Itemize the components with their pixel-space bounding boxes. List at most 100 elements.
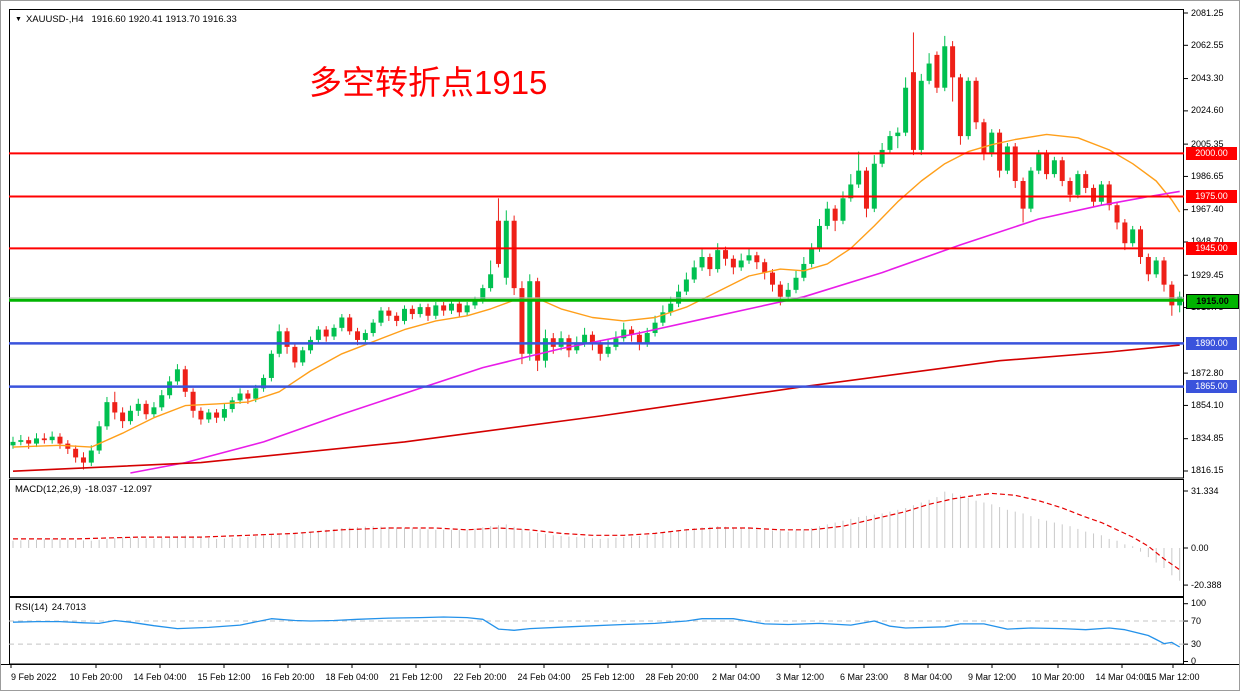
candle-body bbox=[997, 132, 1003, 171]
candle-body bbox=[18, 440, 24, 442]
candle-body bbox=[542, 338, 548, 361]
candle-body bbox=[644, 333, 650, 344]
candle-body bbox=[1004, 146, 1010, 171]
candle-body bbox=[73, 448, 79, 458]
candle-body bbox=[668, 303, 674, 313]
candle-body bbox=[629, 329, 635, 335]
candle-body bbox=[120, 412, 126, 422]
candle-body bbox=[96, 426, 102, 451]
candle-body bbox=[989, 132, 995, 154]
candle-body bbox=[331, 327, 337, 337]
candle-body bbox=[605, 346, 611, 354]
candle-body bbox=[49, 436, 55, 441]
candle-body bbox=[214, 412, 220, 418]
candle-body bbox=[151, 407, 157, 415]
candle-body bbox=[1028, 170, 1034, 209]
candle-body bbox=[1153, 260, 1159, 275]
candle-body bbox=[456, 303, 462, 313]
candle-body bbox=[582, 334, 588, 344]
candle-body bbox=[1145, 257, 1151, 275]
candle-body bbox=[863, 170, 869, 209]
candle-body bbox=[104, 402, 110, 427]
candle-body bbox=[754, 255, 760, 263]
candle-body bbox=[143, 403, 149, 415]
candle-body bbox=[1012, 146, 1018, 182]
candle-body bbox=[981, 122, 987, 154]
candle-body bbox=[957, 77, 963, 137]
candle-body bbox=[738, 260, 744, 268]
candle-body bbox=[1044, 153, 1050, 175]
candle-body bbox=[448, 303, 454, 311]
candle-body bbox=[472, 300, 478, 306]
candle-body bbox=[903, 87, 909, 133]
candle-body bbox=[809, 248, 815, 264]
candle-body bbox=[1059, 160, 1065, 182]
candle-body bbox=[1075, 174, 1081, 195]
candle-body bbox=[950, 46, 956, 78]
candle-body bbox=[292, 346, 298, 363]
candle-body bbox=[206, 412, 212, 420]
candle-body bbox=[135, 403, 141, 411]
candle-body bbox=[339, 317, 345, 328]
candle-body bbox=[190, 391, 196, 411]
candle-body bbox=[926, 63, 932, 81]
candle-body bbox=[746, 255, 752, 261]
candle-body bbox=[683, 279, 689, 292]
candle-body bbox=[1106, 184, 1112, 206]
candle-body bbox=[33, 438, 39, 444]
candle-body bbox=[1098, 184, 1104, 202]
candle-body bbox=[88, 450, 94, 463]
candle-body bbox=[495, 220, 501, 264]
candle-body bbox=[910, 72, 916, 150]
rsi-line bbox=[12, 616, 1181, 648]
rsi-panel-border bbox=[9, 597, 1184, 665]
candle-body bbox=[370, 322, 376, 334]
candle-body bbox=[973, 80, 979, 123]
macd-signal-line bbox=[13, 492, 1181, 571]
candle-body bbox=[112, 402, 118, 413]
candle-body bbox=[127, 410, 133, 422]
candle-body bbox=[574, 343, 580, 351]
candle-body bbox=[1122, 222, 1128, 244]
candle-body bbox=[409, 308, 415, 315]
candle-body bbox=[691, 267, 697, 280]
candle-body bbox=[840, 198, 846, 221]
candle-body bbox=[26, 440, 32, 444]
candle-body bbox=[660, 312, 666, 323]
candle-body bbox=[347, 317, 353, 332]
candle-body bbox=[1091, 187, 1097, 202]
candle-body bbox=[824, 208, 830, 226]
candle-body bbox=[417, 307, 423, 315]
candle-body bbox=[441, 305, 447, 311]
candle-body bbox=[871, 163, 877, 209]
candle-body bbox=[268, 353, 274, 378]
candle-body bbox=[174, 369, 180, 382]
candle-body bbox=[715, 250, 721, 270]
candle-body bbox=[879, 149, 885, 164]
candle-body bbox=[816, 225, 822, 249]
candle-body bbox=[895, 132, 901, 137]
candle-body bbox=[464, 305, 470, 313]
candle-body bbox=[1138, 229, 1144, 258]
candle-body bbox=[261, 377, 267, 389]
candle-body bbox=[621, 329, 627, 339]
candle-body bbox=[394, 315, 400, 321]
candle-body bbox=[848, 184, 854, 199]
candle-body bbox=[1067, 181, 1073, 195]
candle-body bbox=[362, 333, 368, 340]
candle-body bbox=[10, 441, 16, 446]
candle-body bbox=[284, 331, 290, 347]
candle-body bbox=[57, 436, 63, 444]
candle-body bbox=[730, 258, 736, 268]
candle-body bbox=[378, 310, 384, 323]
candle-body bbox=[433, 305, 439, 316]
ma-fast-orange bbox=[12, 133, 1181, 448]
candle-body bbox=[934, 54, 940, 88]
candle-body bbox=[723, 250, 729, 259]
candle-body bbox=[182, 369, 188, 392]
candle-body bbox=[480, 288, 486, 301]
candle-body bbox=[511, 220, 517, 289]
candle-body bbox=[315, 329, 321, 340]
candle-body bbox=[777, 284, 783, 297]
